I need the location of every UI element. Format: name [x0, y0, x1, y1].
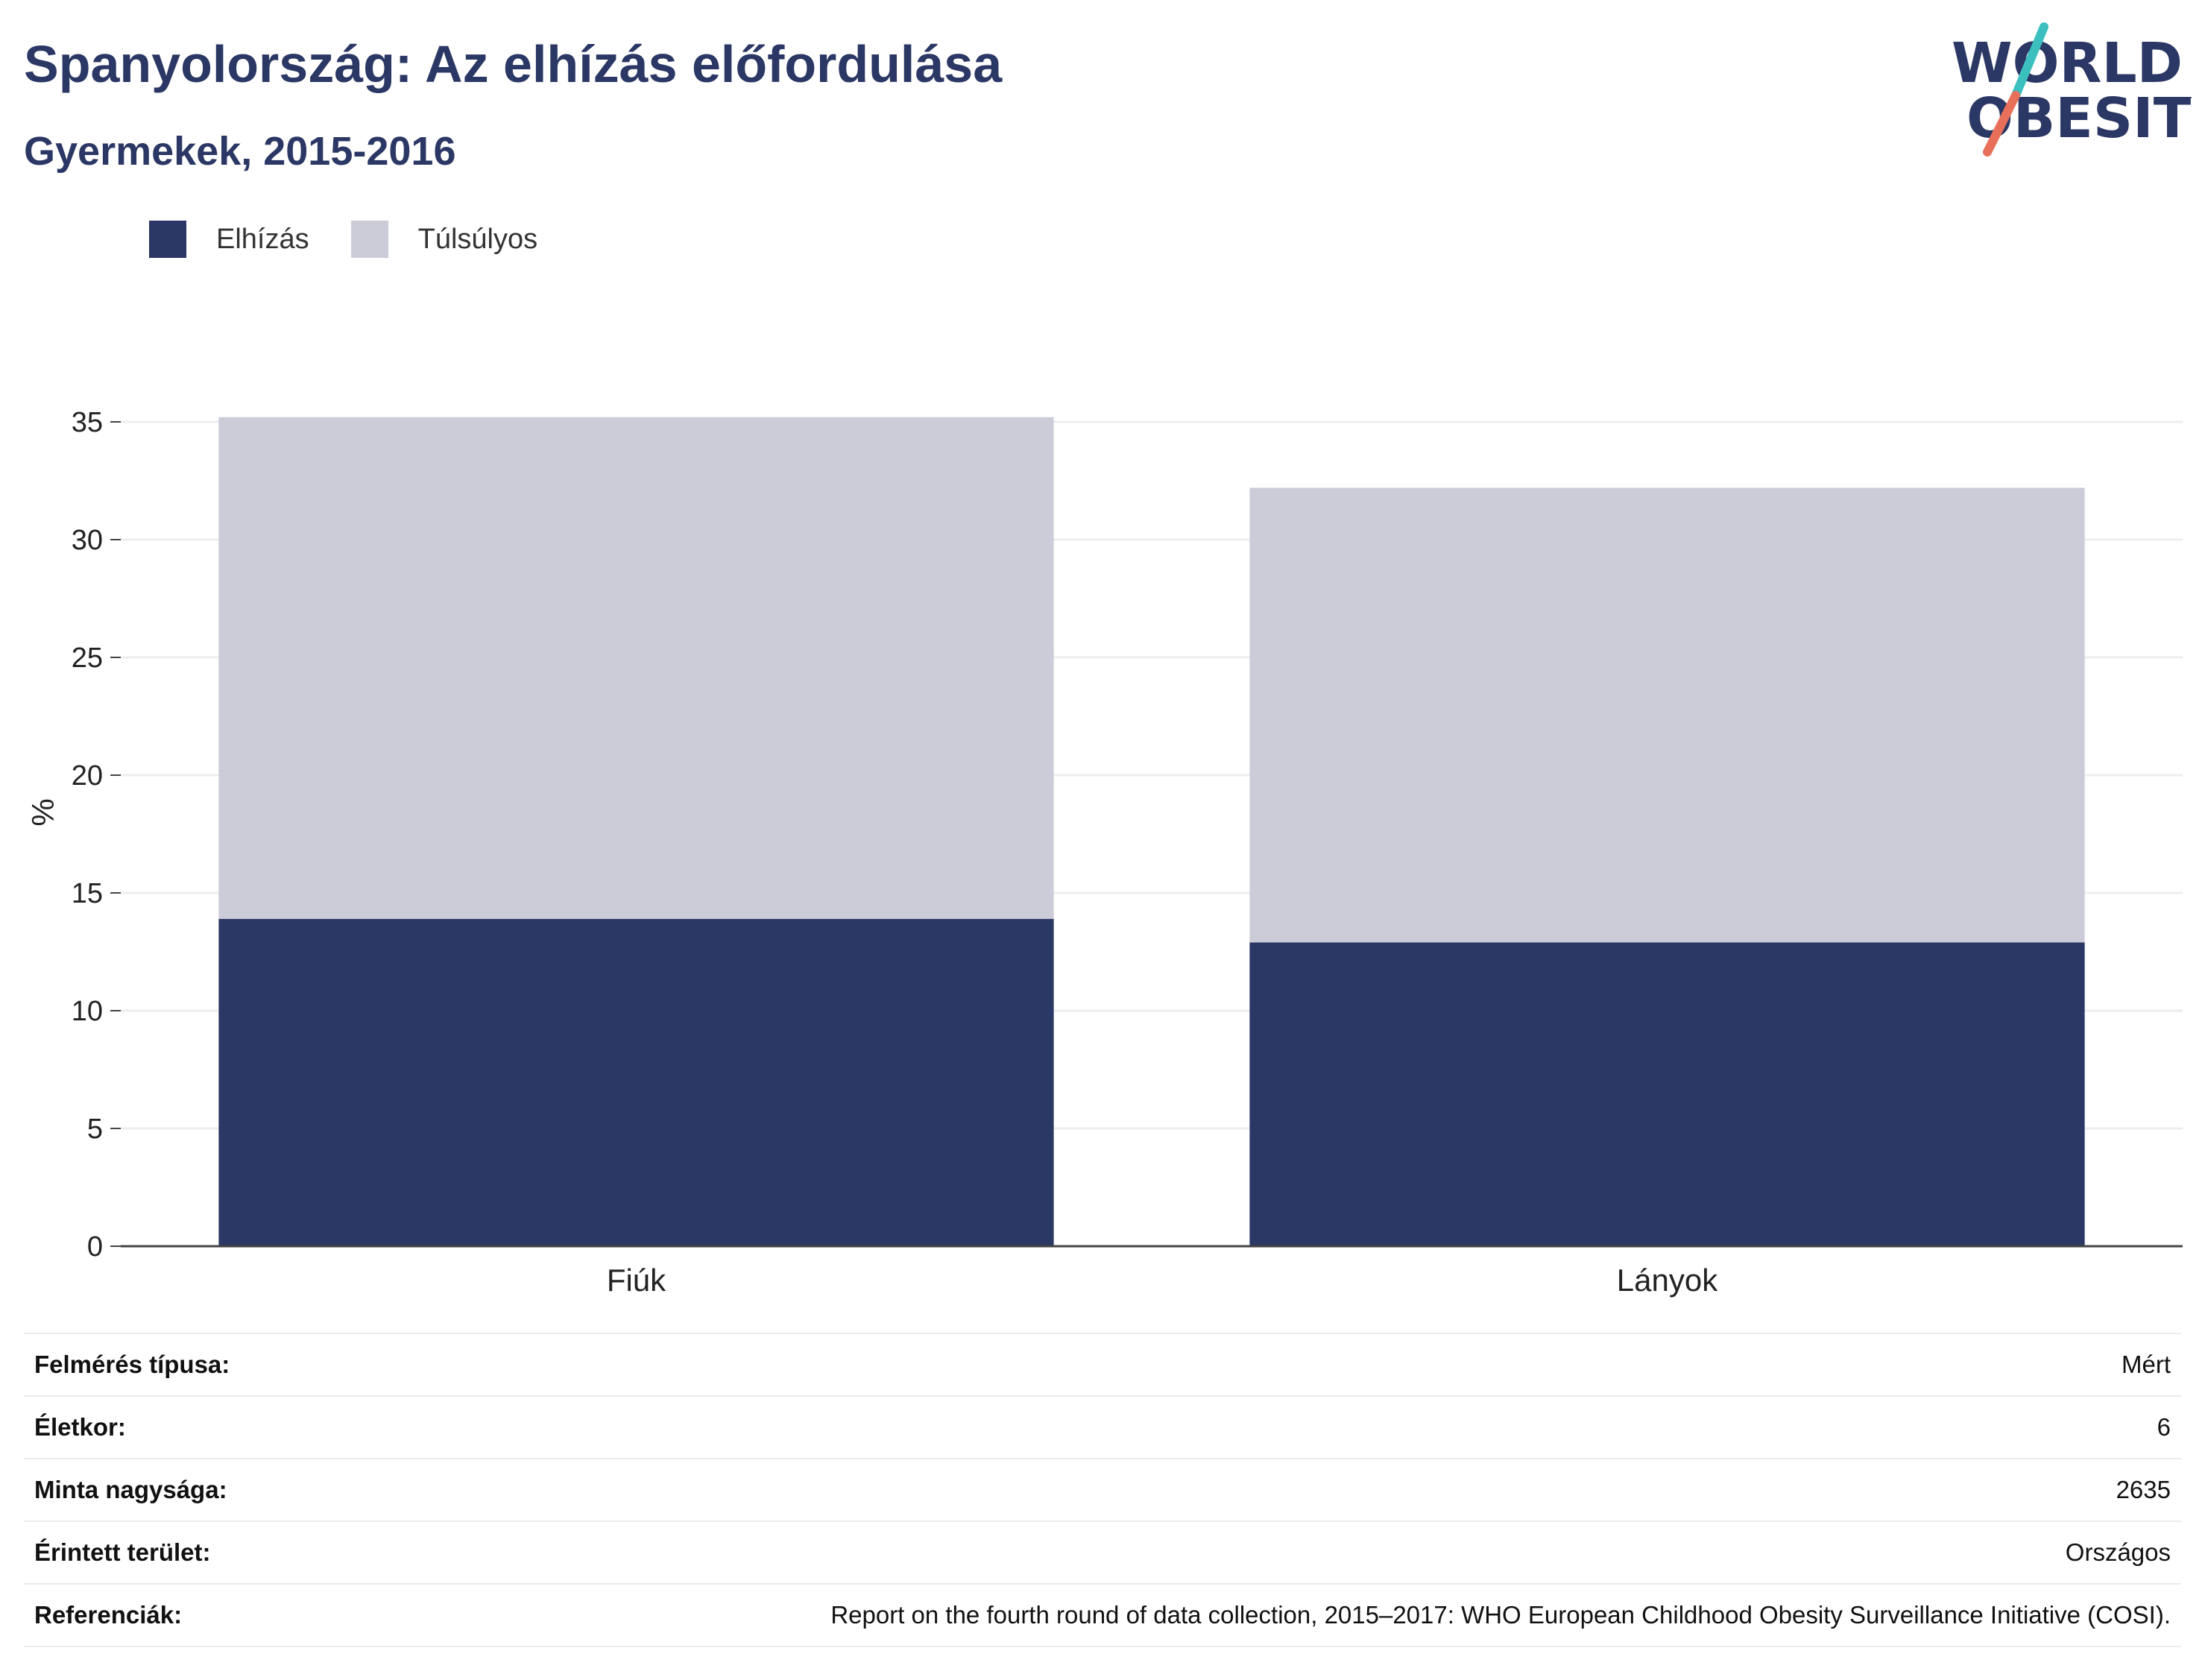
y-tick-label: 5 — [87, 1114, 103, 1145]
bar-obesity[interactable] — [1249, 942, 2085, 1246]
info-value: Országos — [319, 1520, 2181, 1584]
info-row-sample-size: Minta nagysága: 2635 — [24, 1458, 2181, 1521]
legend-label-obesity: Elhízás — [216, 223, 309, 255]
legend-item-overweight[interactable]: Túlsúlyos — [350, 221, 538, 258]
info-key: Referenciák: — [24, 1583, 320, 1647]
info-value: 2635 — [319, 1458, 2181, 1521]
info-value: Mért — [319, 1333, 2181, 1396]
info-row-age: Életkor: 6 — [24, 1395, 2181, 1459]
y-tick-label: 30 — [72, 525, 103, 556]
legend-item-obesity[interactable]: Elhízás — [149, 221, 309, 258]
x-category-label: Fiúk — [607, 1263, 666, 1298]
axes: 0 5 10 15 20 25 30 35 Fiúk Lányok — [72, 407, 2183, 1298]
info-key: Érintett terület: — [24, 1520, 320, 1584]
legend-swatch-obesity — [149, 221, 186, 258]
info-row-references: Referenciák: Report on the fourth round … — [24, 1583, 2181, 1647]
world-obesity-logo: WORLD OBESITY — [1952, 22, 2192, 157]
stacked-bar-chart: 0 5 10 15 20 25 30 35 Fiúk Lányok % — [25, 407, 2183, 1298]
legend-swatch-overweight — [350, 221, 388, 258]
y-tick-label: 25 — [72, 642, 103, 674]
page-title: Spanyolország: Az elhízás előfordulása — [24, 35, 1003, 93]
logo-slash-bottom — [1983, 91, 2020, 157]
bars — [218, 417, 2085, 1246]
page-subtitle: Gyermekek, 2015-2016 — [24, 129, 456, 174]
y-tick-label: 20 — [72, 760, 103, 792]
chart-legend: Elhízás Túlsúlyos — [149, 221, 579, 258]
info-value: 6 — [319, 1395, 2181, 1459]
info-key: Felmérés típusa: — [24, 1333, 320, 1396]
info-key: Életkor: — [24, 1395, 320, 1459]
logo-slash-top — [2011, 22, 2048, 100]
legend-label-overweight: Túlsúlyos — [417, 223, 538, 255]
y-tick-label: 0 — [87, 1231, 103, 1263]
y-tick-label: 15 — [72, 878, 103, 909]
bar-obesity[interactable] — [218, 918, 1054, 1246]
info-table: Felmérés típusa: Mért Életkor: 6 Minta n… — [24, 1333, 2181, 1647]
y-tick-label: 10 — [72, 996, 103, 1027]
logo-line-1: WORLD — [1952, 31, 2183, 95]
bar-overweight[interactable] — [218, 417, 1054, 919]
y-tick-label: 35 — [72, 407, 103, 438]
bar-overweight[interactable] — [1249, 487, 2085, 943]
y-axis-label: % — [25, 798, 60, 826]
x-category-label: Lányok — [1617, 1263, 1718, 1298]
info-value: Report on the fourth round of data colle… — [319, 1583, 2181, 1647]
info-key: Minta nagysága: — [24, 1458, 320, 1521]
info-row-survey-type: Felmérés típusa: Mért — [24, 1333, 2181, 1396]
info-row-area: Érintett terület: Országos — [24, 1520, 2181, 1584]
